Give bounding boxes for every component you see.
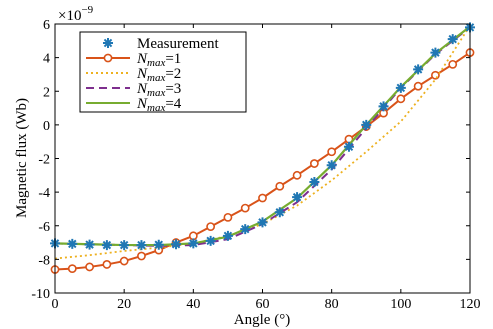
plot-area [50, 22, 475, 274]
series-0-point-1 [67, 238, 78, 249]
series-0-point-21 [413, 64, 424, 75]
x-tick-label-0: 0 [52, 297, 59, 312]
series-0-point-14 [292, 192, 303, 203]
legend-entry-2: Nmax=2 [86, 66, 181, 84]
series-1-point-12 [258, 193, 267, 203]
y-tick-label-4: -2 [38, 153, 50, 168]
x-tick-label-4: 80 [325, 297, 339, 312]
series-0-point-7 [171, 239, 182, 250]
legend-entry-3: Nmax=3 [86, 81, 181, 99]
series-0-point-22 [430, 47, 441, 58]
series-0-point-18 [361, 119, 372, 130]
y-tick-label-6: 2 [43, 85, 50, 100]
series-0-point-11 [240, 224, 251, 235]
x-axis-label: Angle (°) [234, 312, 290, 328]
series-1-point-23 [448, 59, 458, 69]
series-1-point-8 [188, 231, 198, 241]
series-1-point-3 [102, 260, 112, 269]
y-multiplier-base: ×10 [58, 8, 81, 24]
series-0-point-8 [188, 238, 199, 249]
series-0-point-20 [395, 82, 406, 93]
series-1-point-22 [431, 70, 440, 80]
legend-label-1: Nmax=1 [136, 51, 181, 69]
y-tick-label-2: -6 [38, 220, 50, 235]
legend-label-0: Measurement [137, 36, 219, 52]
legend-entry-1: Nmax=1 [86, 51, 181, 69]
series-1-point-2 [85, 262, 94, 272]
x-tick-label-5: 100 [390, 297, 411, 312]
series-0 [50, 22, 475, 251]
y-tick-label-8: 6 [43, 18, 50, 33]
series-1-point-1 [67, 264, 77, 274]
x-tick-label-6: 120 [460, 297, 481, 312]
series-1-point-11 [240, 203, 250, 213]
series-0-point-15 [309, 177, 320, 188]
y-tick-label-7: 4 [43, 52, 50, 67]
y-multiplier-exponent: −9 [81, 4, 93, 16]
series-1-point-9 [206, 222, 216, 231]
legend-marker-1 [103, 53, 113, 63]
series-0-point-4 [119, 240, 130, 251]
series-0-point-17 [343, 141, 354, 152]
series-1-point-14 [292, 170, 302, 180]
series-1-point-21 [413, 81, 423, 91]
series-1-point-16 [327, 147, 337, 157]
series-1-point-13 [275, 181, 285, 191]
series-0-point-12 [257, 217, 268, 228]
axis-ticks: 0 20 40 60 80 100 120 -10 -8 -6 -4 -2 0 2 4 6 [31, 18, 480, 312]
y-tick-label-0: -10 [31, 287, 50, 302]
series-1 [50, 48, 475, 274]
legend-entry-4: Nmax=4 [86, 96, 182, 114]
y-tick-label-3: -4 [38, 186, 50, 201]
x-tick-label-2: 40 [186, 297, 200, 312]
series-1-point-10 [223, 212, 233, 222]
legend-label-2: Nmax=2 [136, 66, 181, 84]
y-tick-label-1: -8 [38, 253, 50, 268]
x-tick-label-3: 60 [256, 297, 270, 312]
series-0-point-23 [447, 34, 458, 45]
x-tick-label-1: 20 [117, 297, 131, 312]
series-0-point-9 [205, 235, 216, 246]
series-0-point-2 [84, 239, 95, 250]
series-0-point-19 [378, 101, 389, 112]
series-0-point-6 [153, 239, 164, 250]
series-0-point-13 [274, 207, 285, 218]
y-tick-label-5: 0 [43, 119, 50, 134]
series-0-point-3 [101, 240, 112, 251]
series-1-point-5 [137, 251, 146, 261]
legend-label-3: Nmax=3 [136, 81, 181, 99]
legend-label-4: Nmax=4 [136, 96, 182, 114]
legend-entry-0: Measurement [103, 36, 219, 52]
series-1-point-4 [119, 256, 129, 266]
legend-swatch-0 [103, 38, 113, 48]
series-0-point-16 [326, 160, 337, 171]
series-1-point-15 [309, 159, 319, 168]
series-0-point-10 [222, 230, 233, 241]
series-0-point-5 [136, 240, 147, 251]
y-multiplier: ×10−9 [58, 4, 94, 24]
y-axis-label: Magnetic flux (Wb) [14, 98, 30, 218]
series-1-point-20 [396, 94, 406, 104]
